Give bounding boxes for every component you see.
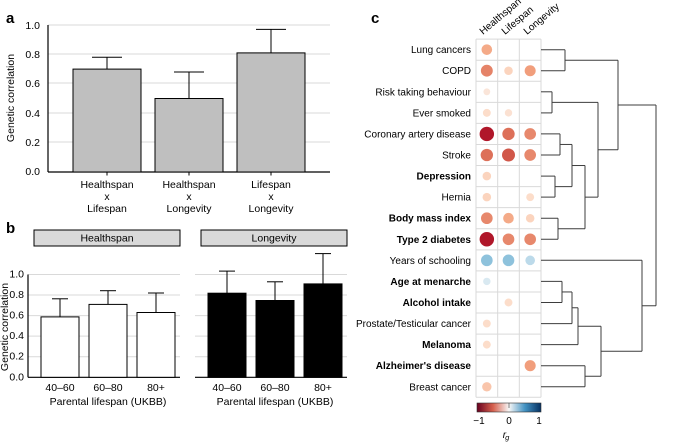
svg-text:c: c [371, 10, 379, 27]
svg-text:Lifespan: Lifespan [251, 179, 291, 191]
svg-text:0.2: 0.2 [25, 137, 40, 149]
svg-text:Hernia: Hernia [442, 193, 472, 204]
svg-text:a: a [6, 10, 15, 27]
svg-text:Healthspan: Healthspan [162, 179, 215, 191]
svg-text:Longevity: Longevity [249, 203, 295, 215]
svg-text:0.2: 0.2 [9, 351, 24, 363]
svg-text:Depression: Depression [417, 172, 471, 183]
svg-text:0.8: 0.8 [25, 49, 40, 61]
svg-text:80+: 80+ [314, 382, 332, 394]
svg-text:Prostate/Testicular cancer: Prostate/Testicular cancer [356, 319, 472, 330]
svg-text:Breast cancer: Breast cancer [409, 382, 471, 393]
svg-text:Alcohol intake: Alcohol intake [403, 298, 472, 309]
svg-text:x: x [104, 191, 110, 203]
svg-text:Healthspan: Healthspan [80, 179, 133, 191]
svg-text:0.4: 0.4 [9, 330, 24, 342]
svg-text:40–60: 40–60 [45, 382, 74, 394]
svg-text:0.8: 0.8 [9, 289, 24, 301]
svg-text:0: 0 [506, 416, 512, 427]
svg-text:0.6: 0.6 [25, 78, 40, 90]
svg-text:Body mass index: Body mass index [389, 214, 472, 225]
svg-text:0.6: 0.6 [9, 310, 24, 322]
svg-text:Healthspan: Healthspan [80, 233, 133, 245]
svg-text:Parental lifespan (UKBB): Parental lifespan (UKBB) [50, 396, 167, 408]
svg-text:Stroke: Stroke [442, 151, 471, 162]
svg-text:1: 1 [536, 416, 542, 427]
svg-text:1.0: 1.0 [9, 269, 24, 281]
svg-text:60–80: 60–80 [93, 382, 122, 394]
svg-text:Type 2 diabetes: Type 2 diabetes [397, 235, 472, 246]
svg-text:Parental lifespan (UKBB): Parental lifespan (UKBB) [217, 396, 334, 408]
svg-text:Years of schooling: Years of schooling [390, 256, 471, 267]
svg-text:Lung cancers: Lung cancers [411, 45, 471, 56]
svg-text:0.0: 0.0 [25, 166, 40, 178]
svg-text:Coronary artery disease: Coronary artery disease [364, 129, 471, 140]
svg-text:Longevity: Longevity [167, 203, 213, 215]
svg-text:0.4: 0.4 [25, 108, 40, 120]
svg-text:Melanoma: Melanoma [422, 340, 471, 351]
svg-text:Alzheimer's disease: Alzheimer's disease [376, 361, 472, 372]
svg-text:Ever smoked: Ever smoked [413, 108, 471, 119]
svg-text:Genetic correlation: Genetic correlation [0, 283, 11, 371]
svg-text:Genetic correlation: Genetic correlation [5, 54, 17, 142]
svg-text:1.0: 1.0 [25, 20, 40, 32]
svg-text:rg: rg [503, 430, 510, 442]
svg-text:60–80: 60–80 [260, 382, 289, 394]
svg-text:x: x [186, 191, 192, 203]
svg-text:Age at menarche: Age at menarche [390, 277, 471, 288]
svg-text:Longevity: Longevity [252, 233, 298, 245]
svg-text:Lifespan: Lifespan [87, 203, 127, 215]
svg-text:0.0: 0.0 [9, 371, 24, 383]
svg-text:b: b [6, 220, 15, 237]
svg-text:x: x [268, 191, 274, 203]
svg-text:80+: 80+ [147, 382, 165, 394]
svg-text:COPD: COPD [442, 66, 471, 77]
svg-text:40–60: 40–60 [212, 382, 241, 394]
svg-text:−1: −1 [473, 416, 485, 427]
svg-text:Risk taking behaviour: Risk taking behaviour [375, 87, 471, 98]
